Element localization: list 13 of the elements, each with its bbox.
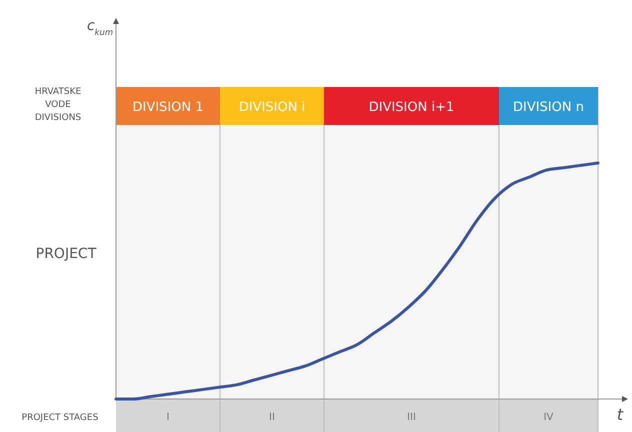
text: PROJECT STAGES — [22, 413, 99, 423]
text: DIVISION 1 — [132, 100, 204, 115]
text: PROJECT — [36, 246, 97, 262]
text: c$_{kum}$ — [86, 18, 113, 37]
text: DIVISION n — [513, 100, 584, 115]
x-axis-title: t — [616, 405, 624, 424]
text: II — [269, 412, 275, 423]
text: I — [166, 412, 170, 423]
text: DIVISION i+1 — [368, 100, 454, 115]
text: IV — [544, 412, 554, 423]
text: HRVATSKE VODE DIVISIONS — [34, 87, 82, 123]
text: DIVISION i — [238, 100, 306, 115]
text: III — [407, 412, 416, 423]
